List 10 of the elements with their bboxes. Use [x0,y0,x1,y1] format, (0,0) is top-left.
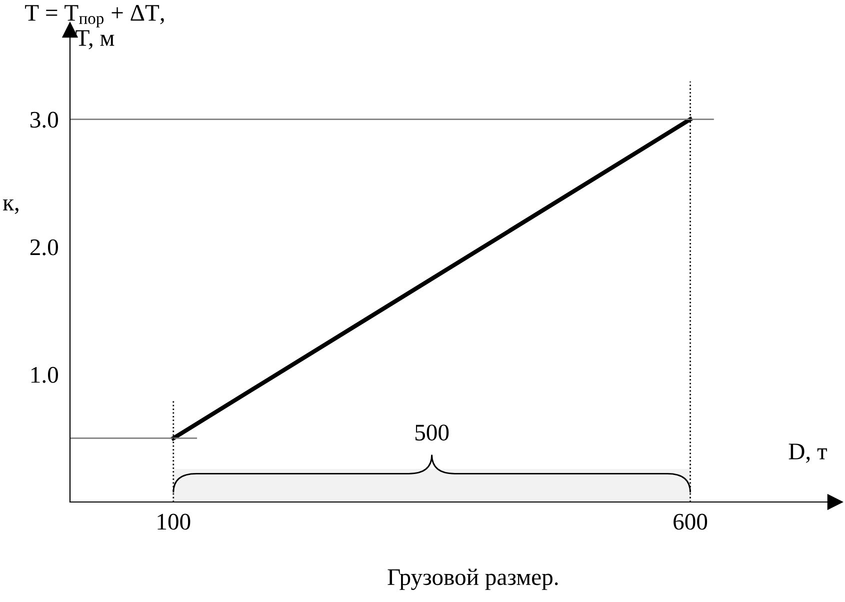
y-tick-label: 2.0 [30,239,58,256]
x-tick-label: 600 [674,514,708,530]
text: Грузовой размер. [388,568,558,590]
x-tick-label: 100 [158,514,190,530]
text: к, [2,200,18,214]
y-axis-title: T = T$_{пор}$ + ΔT, T, м [25,5,164,50]
x-axis-title: D, т [788,444,828,463]
band-label: 500 [415,424,449,441]
y-tick-label: 3.0 [30,112,58,128]
y-tick-label: 1.0 [31,366,58,383]
